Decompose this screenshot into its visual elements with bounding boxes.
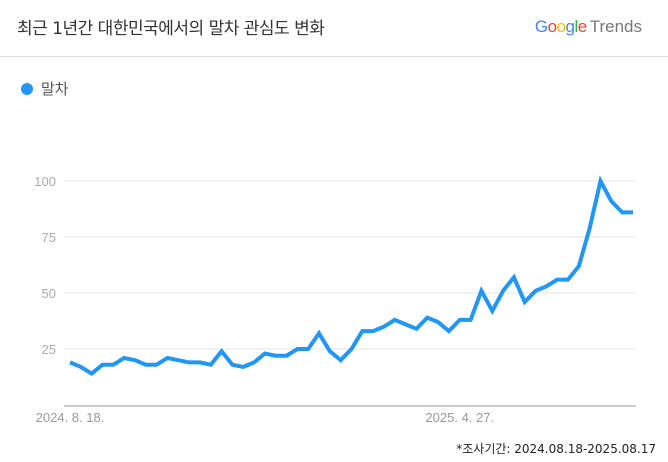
- header-divider: [0, 56, 668, 57]
- legend-dot-icon: [21, 82, 33, 95]
- footnote: *조사기간: 2024.08.18-2025.08.17: [456, 442, 656, 456]
- series-line-matcha: [69, 175, 633, 377]
- x-tick-label: 2025. 4. 27.: [425, 410, 494, 425]
- y-tick-label: 25: [42, 342, 56, 357]
- x-tick-label: 2024. 8. 18.: [36, 410, 105, 425]
- trends-wordmark: Trends: [589, 17, 642, 36]
- google-trends-logo: Google Trends: [535, 17, 642, 37]
- google-logo-wordmark: Google: [534, 17, 587, 36]
- y-tick-label: 75: [42, 230, 56, 245]
- legend-label: 말차: [41, 80, 69, 98]
- chart-title: 최근 1년간 대한민국에서의 말차 관심도 변화: [17, 19, 325, 39]
- y-tick-label: 50: [42, 286, 56, 301]
- legend: 말차: [21, 78, 69, 99]
- y-tick-label: 100: [34, 174, 56, 189]
